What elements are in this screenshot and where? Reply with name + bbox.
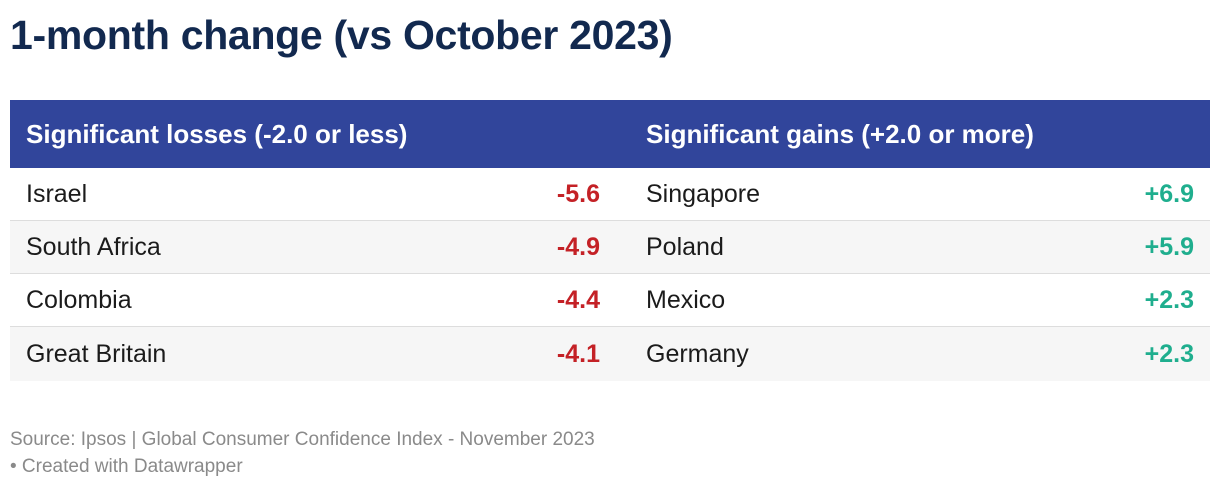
source-note: Source: Ipsos | Global Consumer Confiden… [10,429,595,450]
credit-link[interactable]: • Created with Datawrapper [10,456,243,477]
gain-value: +2.3 [1144,339,1194,368]
loss-country: South Africa [26,232,161,261]
table-row: Colombia -4.4 Mexico +2.3 [10,274,1210,327]
loss-country: Israel [26,179,88,208]
gain-country: Germany [646,339,749,368]
change-table: Significant losses (-2.0 or less) Signif… [10,100,1210,381]
gain-country: Singapore [646,179,760,208]
gain-country: Mexico [646,285,726,314]
losses-column-header: Significant losses (-2.0 or less) [26,118,408,149]
table-row: Israel -5.6 Singapore +6.9 [10,168,1210,221]
gain-country: Poland [646,232,724,261]
loss-country: Colombia [26,285,132,314]
gain-value: +5.9 [1144,232,1194,261]
gain-value: +6.9 [1144,179,1194,208]
loss-value: -4.9 [556,232,600,261]
loss-value: -4.1 [556,339,600,368]
table-header: Significant losses (-2.0 or less) Signif… [10,100,1210,168]
table-row: Great Britain -4.1 Germany +2.3 [10,327,1210,381]
gain-value: +2.3 [1144,285,1194,314]
loss-value: -4.4 [556,285,600,314]
loss-value: -5.6 [556,179,600,208]
table-row: South Africa -4.9 Poland +5.9 [10,221,1210,274]
chart-title: 1-month change (vs October 2023) [10,12,673,58]
chart-footer: Source: Ipsos | Global Consumer Confiden… [10,426,595,480]
loss-country: Great Britain [26,339,167,368]
gains-column-header: Significant gains (+2.0 or more) [646,118,1034,149]
